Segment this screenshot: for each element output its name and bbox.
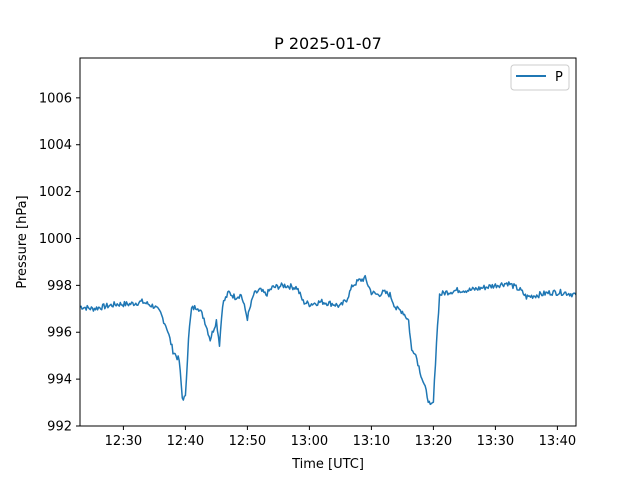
y-tick-label: 994	[47, 373, 72, 388]
y-tick-label: 992	[47, 420, 72, 435]
x-tick-label: 13:20	[415, 434, 452, 449]
chart-title: P 2025-01-07	[274, 34, 382, 53]
legend: P	[510, 64, 570, 91]
x-tick-label: 12:30	[105, 434, 142, 449]
plot-area	[79, 57, 577, 427]
y-tick-label: 996	[47, 326, 72, 341]
axes-background	[80, 58, 576, 426]
x-axis-label: Time [UTC]	[291, 457, 364, 472]
series-layer	[79, 274, 577, 406]
y-tick-label: 1004	[39, 138, 72, 153]
x-tick-label: 13:00	[291, 434, 328, 449]
series-line-p	[79, 274, 577, 406]
x-tick-label: 12:40	[167, 434, 204, 449]
y-axis-ticks: 992 994 996 998 1000 1002 1004 1006	[39, 91, 80, 435]
y-axis-label: Pressure [hPa]	[15, 195, 30, 288]
x-tick-label: 13:40	[539, 434, 576, 449]
axes-frame	[79, 57, 577, 427]
x-tick-label: 13:30	[477, 434, 514, 449]
legend-box	[510, 64, 570, 91]
legend-label-p: P	[555, 70, 563, 85]
y-tick-label: 1002	[39, 185, 72, 200]
y-tick-label: 1000	[39, 232, 72, 247]
x-axis-ticks: 12:30 12:40 12:50 13:00 13:10 13:20 13:30 13:40	[105, 426, 576, 449]
y-tick-label: 998	[47, 279, 72, 294]
x-tick-label: 13:10	[353, 434, 390, 449]
x-tick-label: 12:50	[229, 434, 266, 449]
y-tick-label: 1006	[39, 91, 72, 106]
